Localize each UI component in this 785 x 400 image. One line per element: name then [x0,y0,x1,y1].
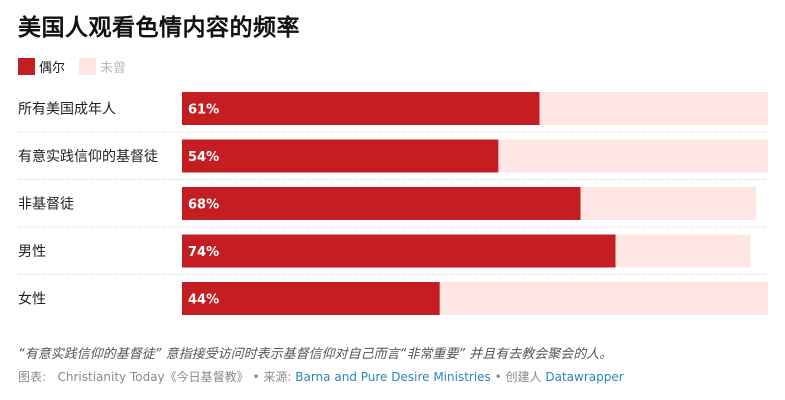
row-label: 女性 [18,291,46,308]
bar-never [615,234,751,268]
datawrapper-link[interactable]: Datawrapper [545,370,624,384]
legend-label-occasionally: 偶尔 [39,60,66,76]
source-separator: • 来源: [252,370,292,384]
footnote: “有意实践信仰的基督徒” 意指接受访问时表示基督信仰对自己而言“非常重要” 并且… [18,347,613,362]
bar-occasionally [182,282,440,315]
legend-item-never: 未曾 [79,57,126,76]
row-label: 非基督徒 [18,196,74,213]
bar-occasionally [182,234,616,268]
bar-occasionally [182,139,499,173]
chart-by-label: 图表: [18,370,47,384]
bar-occasionally [182,187,581,220]
value-label: 61% [188,103,219,118]
bar-never [498,139,768,173]
row-label: 男性 [18,244,46,260]
chart-by: Christianity Today《今日基督教》 [57,370,249,384]
legend-swatch-occasionally [18,57,35,75]
creator-separator: • 创建人 [494,370,542,384]
row-label: 所有美国成年人 [18,102,116,118]
legend-item-occasionally: 偶尔 [18,57,65,76]
value-label: 44% [188,293,219,308]
chart-title: 美国人观看色情内容的频率 [18,15,300,41]
bar-never [539,92,768,125]
legend: 偶尔 未曾 [18,57,140,76]
bar-never [439,282,768,315]
source-link[interactable]: Barna and Pure Desire Ministries [295,370,491,384]
source-line: 图表: Christianity Today《今日基督教》 • 来源: Barn… [18,368,778,385]
bar-occasionally [182,92,540,125]
legend-swatch-never [79,57,97,75]
value-label: 54% [188,150,219,165]
value-label: 68% [188,198,219,213]
stacked-bar-chart: 所有美国成年人 61% 有意实践信仰的基督徒 54% 非基督徒 68% 男性 74% 女性 44% [18,92,768,315]
value-label: 74% [188,245,219,260]
legend-label-never: 未曾 [100,60,127,76]
bar-never [580,187,757,220]
row-label: 有意实践信仰的基督徒 [18,148,158,165]
